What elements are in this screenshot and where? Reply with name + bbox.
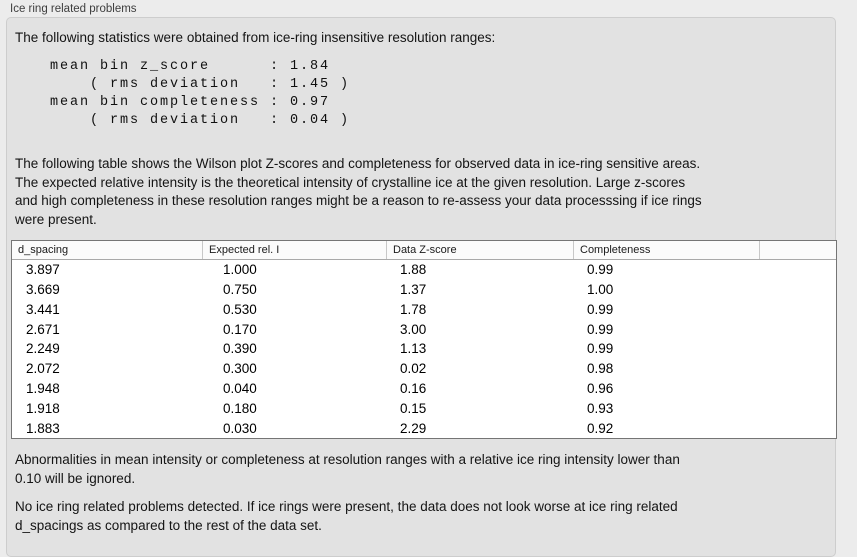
table-cell: 1.78 — [400, 301, 427, 317]
table-cell: 3.897 — [26, 262, 60, 278]
table-cell: 0.180 — [223, 400, 257, 416]
table-cell: 1.88 — [400, 262, 427, 278]
table-description-text: The following table shows the Wilson plo… — [15, 156, 702, 227]
intro-text: The following statistics were obtained f… — [15, 30, 496, 45]
column-header-expected-rel-i[interactable]: Expected rel. I — [202, 241, 386, 259]
column-header-data-z-score[interactable]: Data Z-score — [386, 241, 573, 259]
table-body: 3.897 1.000 1.88 0.99 3.669 0.750 1.37 1.00 3.44… — [12, 260, 836, 438]
table-cell: 0.93 — [587, 400, 614, 416]
table-header-row: d_spacing Expected rel. I Data Z-score C… — [12, 241, 836, 260]
table-cell: 2.072 — [26, 361, 60, 377]
table-cell: 3.669 — [26, 282, 60, 298]
panel-body: The following statistics were obtained f… — [6, 17, 837, 557]
stats-summary-block: mean bin z_score : 1.84 ( rms deviation … — [50, 59, 351, 128]
table-cell: 0.92 — [587, 420, 614, 436]
table-row[interactable]: 3.441 0.530 1.78 0.99 — [12, 300, 836, 320]
table-row[interactable]: 2.072 0.300 0.02 0.98 — [12, 359, 836, 379]
column-header-filler — [759, 241, 836, 259]
table-cell: 0.030 — [223, 420, 257, 436]
table-cell: 2.671 — [26, 321, 60, 337]
table-cell: 1.000 — [223, 262, 257, 278]
column-header-d-spacing[interactable]: d_spacing — [18, 244, 69, 256]
table-cell: 0.99 — [587, 341, 614, 357]
table-cell: 1.37 — [400, 282, 427, 298]
table-cell: 2.249 — [26, 341, 60, 357]
table-cell: 0.530 — [223, 301, 257, 317]
table-cell: 0.040 — [223, 380, 257, 396]
table-cell: 0.390 — [223, 341, 257, 357]
table-cell: 1.13 — [400, 341, 427, 357]
table-cell: 1.00 — [587, 282, 614, 298]
table-row[interactable]: 2.671 0.170 3.00 0.99 — [12, 319, 836, 339]
table-cell: 0.99 — [587, 301, 614, 317]
ice-ring-panel: { "panel": { "title": "Ice ring related … — [6, 3, 837, 557]
column-header-completeness[interactable]: Completeness — [573, 241, 759, 259]
table-cell: 0.750 — [223, 282, 257, 298]
table-row[interactable]: 3.669 0.750 1.37 1.00 — [12, 280, 836, 300]
table-row[interactable]: 1.883 0.030 2.29 0.92 — [12, 418, 836, 438]
table-cell: 0.99 — [587, 321, 614, 337]
ice-ring-table: d_spacing Expected rel. I Data Z-score C… — [11, 240, 837, 439]
ignore-note-text: Abnormalities in mean intensity or compl… — [15, 452, 680, 486]
table-cell: 3.00 — [400, 321, 427, 337]
table-cell: 0.99 — [587, 262, 614, 278]
table-cell: 0.15 — [400, 400, 427, 416]
conclusion-text: No ice ring related problems detected. I… — [15, 499, 678, 533]
table-row[interactable]: 3.897 1.000 1.88 0.99 — [12, 260, 836, 280]
table-cell: 0.98 — [587, 361, 614, 377]
table-cell: 0.16 — [400, 380, 427, 396]
table-cell: 0.96 — [587, 380, 614, 396]
table-cell: 1.948 — [26, 380, 60, 396]
table-cell: 0.02 — [400, 361, 427, 377]
panel-title: Ice ring related problems — [10, 3, 137, 15]
table-row[interactable]: 1.948 0.040 0.16 0.96 — [12, 379, 836, 399]
table-cell: 0.300 — [223, 361, 257, 377]
table-row[interactable]: 2.249 0.390 1.13 0.99 — [12, 339, 836, 359]
table-cell: 1.918 — [26, 400, 60, 416]
table-cell: 2.29 — [400, 420, 427, 436]
table-cell: 1.883 — [26, 420, 60, 436]
table-cell: 3.441 — [26, 301, 60, 317]
table-row[interactable]: 1.918 0.180 0.15 0.93 — [12, 398, 836, 418]
table-cell: 0.170 — [223, 321, 257, 337]
